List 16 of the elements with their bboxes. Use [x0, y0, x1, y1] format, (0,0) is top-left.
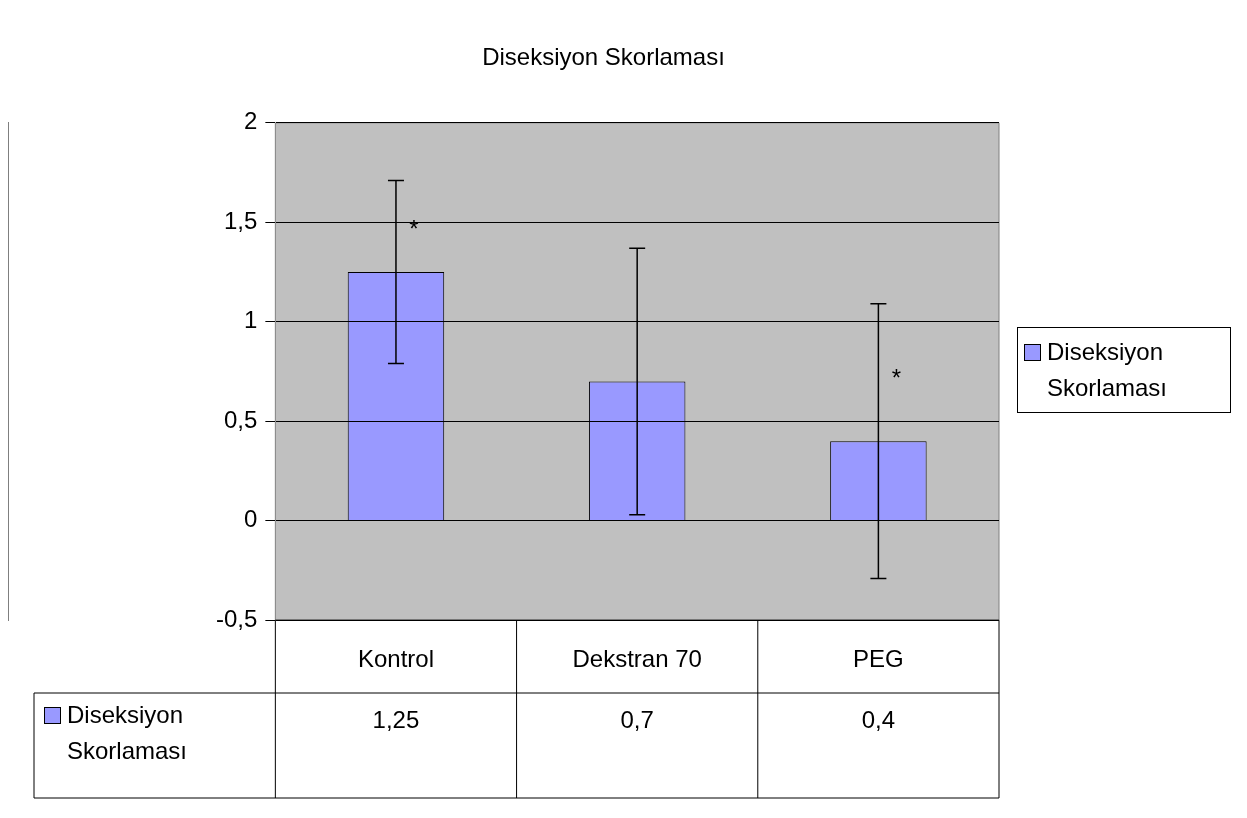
legend-label: Diseksiyon Skorlaması — [1047, 336, 1169, 403]
x-tick-label: Kontrol — [357, 645, 434, 673]
x-tick-label: PEG — [853, 645, 904, 673]
y-tick-label: 2 — [244, 107, 258, 135]
y-tick-label: 0,5 — [223, 405, 258, 433]
y-tick-label: 1,5 — [223, 206, 258, 234]
annotation: * — [891, 364, 902, 392]
x-tick-label: Dekstran 70 — [572, 645, 702, 673]
y-tick-label: 1 — [244, 306, 258, 334]
chart-title: Diseksiyon Skorlaması — [482, 43, 725, 71]
data-label: 1,25 — [372, 705, 420, 733]
data-label: 0,7 — [620, 705, 654, 733]
y-tick-label: 0 — [244, 505, 258, 533]
data-label: 0,4 — [861, 705, 896, 733]
y-tick-label: -0,5 — [216, 604, 258, 632]
text: Diseksiyon Skorlaması — [67, 701, 188, 764]
